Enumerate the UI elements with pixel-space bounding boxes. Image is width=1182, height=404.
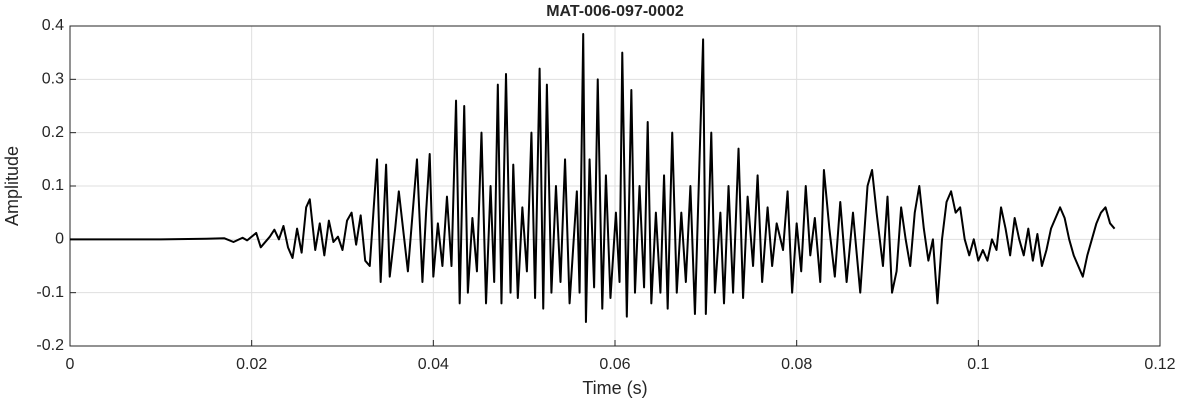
y-tick-label: -0.2 — [36, 337, 64, 354]
x-tick-label: 0 — [66, 356, 75, 373]
x-tick-label: 0.08 — [781, 356, 812, 373]
y-tick-label: 0.4 — [42, 17, 64, 34]
x-tick-label: 0.1 — [967, 356, 989, 373]
y-tick-label: -0.1 — [36, 284, 64, 301]
x-tick-label: 0.02 — [236, 356, 267, 373]
y-tick-label: 0 — [55, 231, 64, 248]
x-tick-label: 0.04 — [418, 356, 449, 373]
plot-frame — [69, 25, 1161, 347]
y-tick-label: 0.2 — [42, 124, 64, 141]
chart-title: MAT-006-097-0002 — [546, 3, 684, 20]
x-tick-label: 0.12 — [1144, 356, 1175, 373]
y-tick-label: 0.3 — [42, 71, 64, 88]
y-tick-label: 0.1 — [42, 177, 64, 194]
x-tick-label: 0.06 — [599, 356, 630, 373]
waveform-line — [70, 33, 1116, 323]
x-axis-label: Time (s) — [582, 378, 647, 398]
y-axis-label: Amplitude — [2, 146, 22, 226]
